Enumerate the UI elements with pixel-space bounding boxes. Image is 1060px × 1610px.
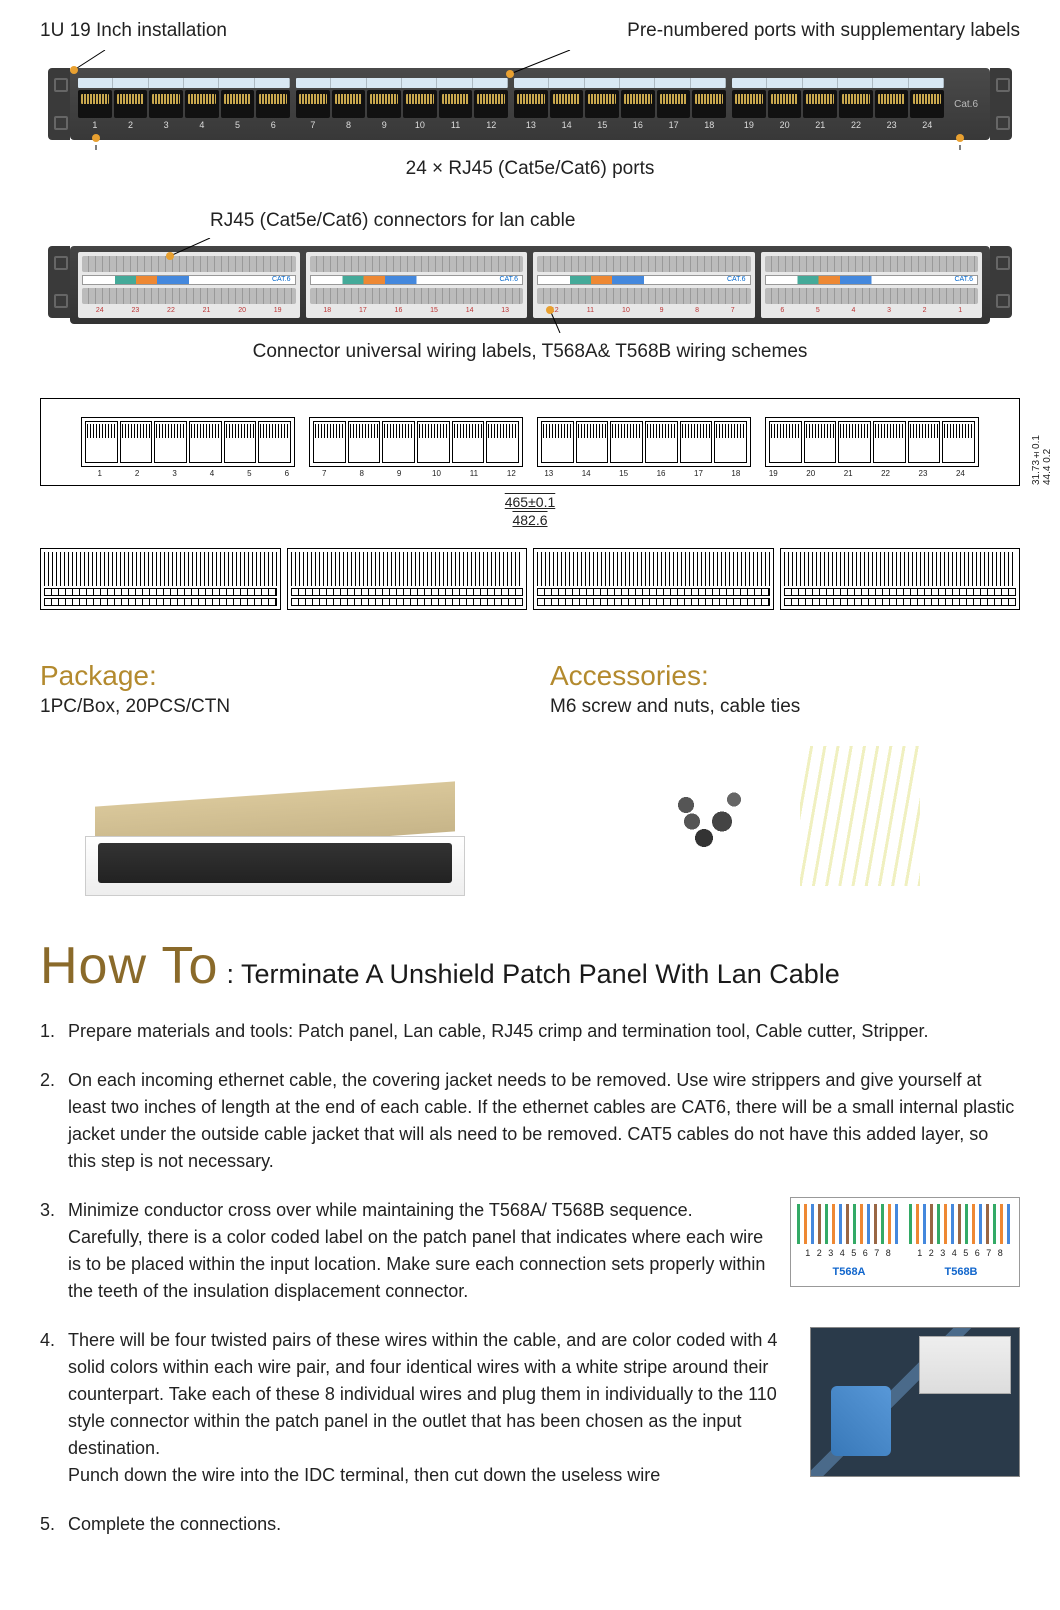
step-4: There will be four twisted pairs of thes… [40, 1327, 1020, 1489]
callout-prenumbered: Pre-numbered ports with supplementary la… [627, 20, 1020, 42]
dim-width-inner: 465±0.1 [40, 494, 1020, 510]
termination-photo [810, 1327, 1020, 1477]
package-section: Package: 1PC/Box, 20PCS/CTN [40, 660, 510, 896]
howto-sub: : Terminate A Unshield Patch Panel With … [226, 959, 839, 990]
step-1: Prepare materials and tools: Patch panel… [40, 1018, 1020, 1045]
wiring-labels-caption: Connector universal wiring labels, T568A… [40, 341, 1020, 363]
accessories-image [550, 736, 1020, 896]
dim-width-outer: 482.6 [40, 512, 1020, 528]
accessories-text: M6 screw and nuts, cable ties [550, 696, 1020, 718]
step-5: Complete the connections. [40, 1511, 1020, 1538]
howto-steps-list: Prepare materials and tools: Patch panel… [40, 1018, 1020, 1538]
front-panel-diagram: 123456789101112131415161718192021222324C… [40, 50, 1020, 150]
package-text: 1PC/Box, 20PCS/CTN [40, 696, 510, 718]
ports-caption: 24 × RJ45 (Cat5e/Cat6) ports [40, 158, 1020, 180]
accessories-section: Accessories: M6 screw and nuts, cable ti… [550, 660, 1020, 896]
wiring-diagram: 1 2 3 4 5 6 7 8 T568A 1 2 3 4 5 6 7 8 T5… [790, 1197, 1020, 1287]
package-heading: Package: [40, 660, 510, 692]
package-image [40, 736, 510, 896]
step-3: Minimize conductor cross over while main… [40, 1197, 1020, 1305]
howto-big: How To [40, 936, 218, 996]
rear-panel-diagram: CAT.6242322212019CAT.6181716151413CAT.61… [40, 238, 1020, 333]
step-2: On each incoming ethernet cable, the cov… [40, 1067, 1020, 1175]
howto-heading: How To : Terminate A Unshield Patch Pane… [40, 936, 1020, 996]
technical-drawing-rear [40, 548, 1020, 610]
callout-rear-connectors: RJ45 (Cat5e/Cat6) connectors for lan cab… [210, 210, 1020, 232]
technical-drawing-front: 31.73±0.1 44.4 0.2 123456789101112131415… [40, 398, 1020, 486]
accessories-heading: Accessories: [550, 660, 1020, 692]
callout-install: 1U 19 Inch installation [40, 20, 227, 42]
